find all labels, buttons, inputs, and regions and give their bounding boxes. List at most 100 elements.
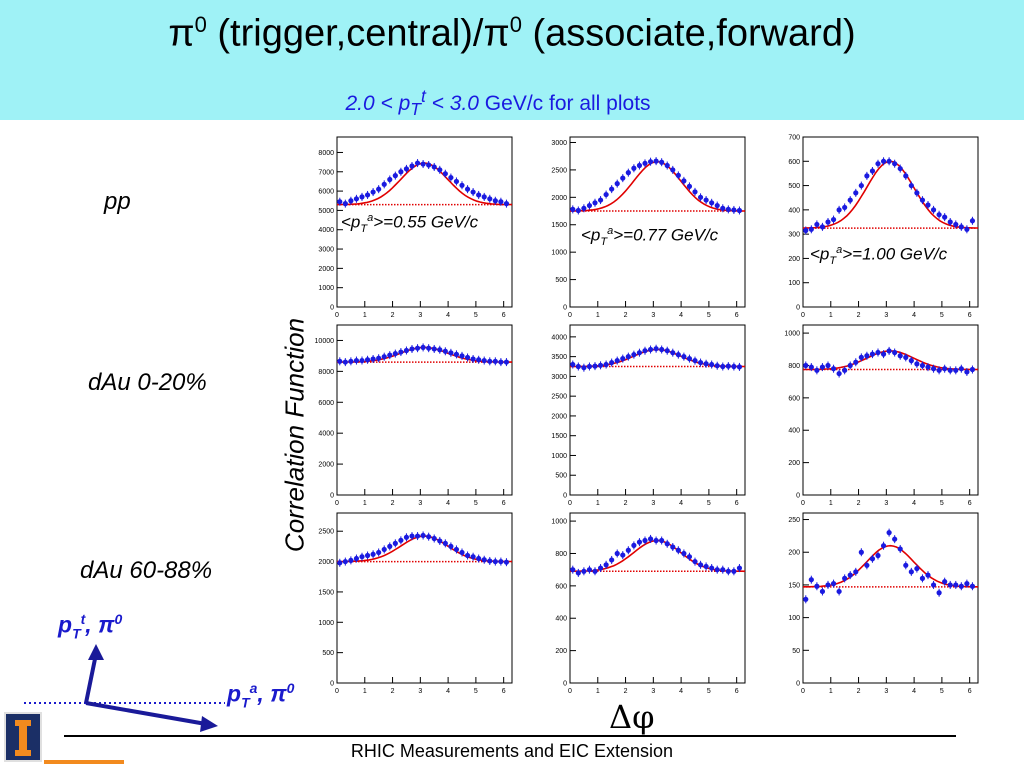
y-tick-label: 8000 (318, 369, 334, 376)
data-point (709, 200, 715, 206)
x-tick-label: 1 (596, 500, 600, 507)
data-point (659, 537, 665, 544)
x-tick-label: 0 (568, 688, 572, 695)
data-point (686, 356, 693, 362)
y-tick-label: 0 (796, 305, 800, 312)
data-point (847, 362, 853, 369)
data-point (348, 557, 354, 563)
data-point (653, 158, 659, 164)
y-tick-label: 2500 (318, 529, 334, 536)
data-point (437, 167, 443, 173)
y-tick-label: 0 (563, 305, 567, 312)
data-point (420, 161, 426, 167)
data-point (709, 565, 715, 571)
trigger-arrow (84, 653, 98, 704)
y-tick-label: 2500 (551, 394, 567, 401)
data-point (592, 200, 598, 206)
data-point (381, 546, 387, 553)
data-point (498, 199, 504, 205)
x-tick-label: 6 (968, 688, 972, 695)
correlation-panel-4: 0 2000 4000 6000 8000 10000 0 1 2 3 4 5 6 (315, 324, 513, 507)
x-tick-label: 3 (651, 312, 655, 319)
data-point (964, 369, 970, 375)
data-point (736, 207, 743, 214)
data-point (731, 363, 737, 370)
y-tick-label: 600 (788, 159, 800, 166)
x-tick-label: 1 (596, 688, 600, 695)
data-point (392, 173, 398, 179)
plot-frame (802, 324, 979, 496)
slide-title: π0 (trigger,central)/π0 (associate,forwa… (168, 12, 856, 55)
y-tick-label: 3000 (551, 140, 567, 147)
data-point (670, 350, 676, 356)
y-tick-label: 2000 (318, 559, 334, 566)
x-tick-label: 5 (940, 688, 944, 695)
x-tick-label: 1 (363, 312, 367, 319)
x-tick-label: 3 (884, 312, 888, 319)
data-point (636, 539, 643, 545)
x-tick-label: 6 (502, 312, 506, 319)
data-point (908, 182, 914, 189)
data-point (414, 160, 421, 166)
data-point (442, 540, 448, 546)
y-tick-label: 1500 (318, 589, 334, 596)
plot-frame (569, 136, 746, 308)
data-point (625, 170, 631, 176)
x-tick-label: 2 (624, 500, 628, 507)
data-point (636, 162, 643, 169)
y-tick-label: 1000 (551, 453, 567, 460)
data-point (964, 226, 970, 232)
data-point (586, 202, 593, 209)
correlation-panel-9: 0 50 100 150 200 250 0 1 2 3 4 5 6 (788, 512, 979, 695)
data-point (819, 364, 826, 370)
data-point (414, 533, 421, 539)
data-point (431, 535, 437, 542)
data-point (836, 207, 842, 213)
data-point (930, 207, 937, 213)
data-point (620, 552, 626, 558)
data-point (337, 358, 343, 364)
data-point (880, 543, 887, 549)
data-point (348, 358, 354, 364)
data-point (353, 555, 360, 562)
data-point (681, 550, 687, 557)
x-tick-label: 5 (940, 312, 944, 319)
x-tick-label: 3 (418, 688, 422, 695)
data-point (925, 572, 931, 578)
data-point (442, 171, 448, 177)
data-point (942, 579, 948, 585)
y-tick-label: 3500 (551, 354, 567, 361)
data-point (930, 366, 937, 372)
data-point (431, 164, 437, 170)
y-tick-label: 800 (555, 551, 567, 558)
data-point (919, 197, 926, 203)
x-tick-label: 6 (735, 312, 739, 319)
y-tick-label: 700 (788, 135, 800, 142)
data-point (647, 536, 654, 542)
data-point (692, 558, 698, 565)
data-point (459, 182, 465, 188)
data-point (736, 565, 743, 571)
data-point (459, 353, 465, 359)
x-tick-label: 3 (884, 500, 888, 507)
y-tick-label: 200 (788, 460, 800, 467)
data-point (398, 537, 404, 543)
data-point (603, 361, 609, 368)
data-point (853, 569, 859, 575)
data-point (903, 354, 909, 360)
data-point (892, 349, 898, 356)
data-point (620, 175, 626, 181)
data-point (392, 540, 398, 546)
data-point (420, 344, 426, 351)
data-point (503, 359, 510, 365)
data-point (803, 362, 809, 369)
data-point (897, 165, 903, 172)
data-point (342, 359, 348, 365)
data-point (825, 362, 831, 369)
data-point (875, 349, 881, 356)
data-point (603, 562, 609, 568)
data-point (403, 347, 410, 354)
data-point (869, 556, 876, 562)
data-point (470, 554, 476, 560)
data-point (631, 352, 637, 358)
